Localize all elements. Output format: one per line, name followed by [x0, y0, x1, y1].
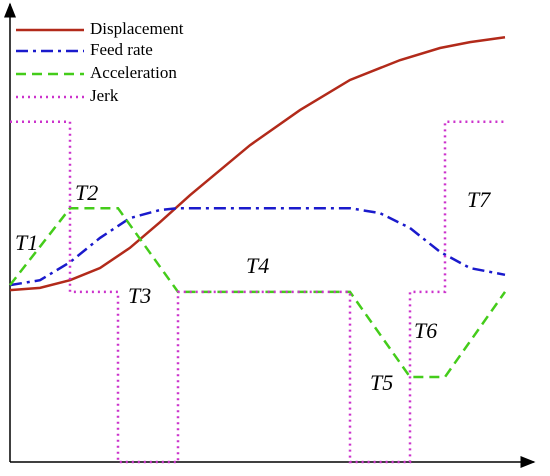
legend-label: Feed rate [90, 40, 153, 59]
phase-label: T1 [15, 230, 38, 255]
phase-label: T2 [75, 180, 98, 205]
legend-label: Acceleration [90, 63, 177, 82]
phase-label: T6 [414, 318, 437, 343]
legend-label: Jerk [90, 86, 119, 105]
phase-label: T4 [246, 253, 269, 278]
data-line [9, 35, 506, 292]
legend-label: Displacement [90, 19, 184, 38]
data-line [9, 206, 507, 379]
data-line [10, 120, 505, 464]
phase-label: T5 [370, 370, 393, 395]
phase-label: T3 [128, 283, 151, 308]
phase-label: T7 [467, 187, 491, 212]
